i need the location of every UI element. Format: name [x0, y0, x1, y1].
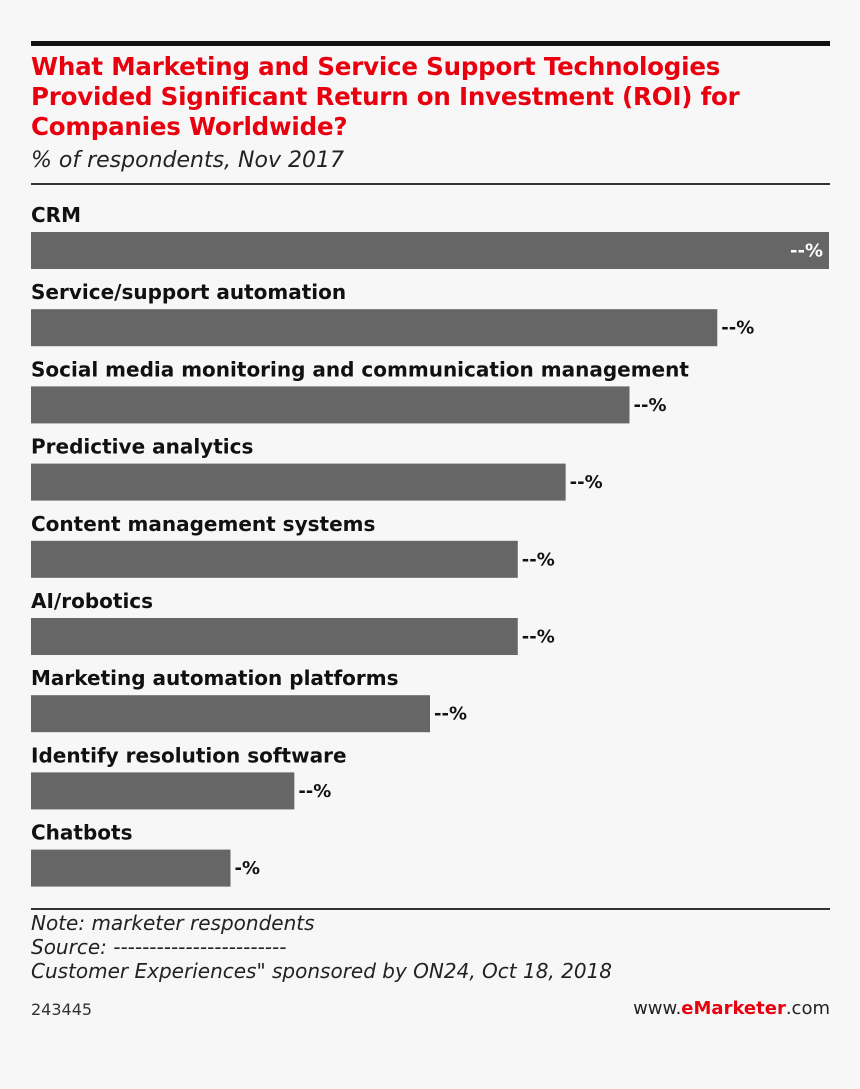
- category-label: AI/robotics: [31, 589, 153, 613]
- value-label: --%: [434, 704, 467, 725]
- category-label: Chatbots: [31, 821, 133, 845]
- value-label: --%: [634, 395, 667, 416]
- bar: [31, 540, 518, 578]
- category-label: CRM: [31, 203, 81, 227]
- chart-title: What Marketing and Service Support Techn…: [31, 52, 740, 141]
- value-label: --%: [522, 627, 555, 648]
- bar: [31, 386, 630, 424]
- value-label: --%: [570, 472, 603, 493]
- brand-link[interactable]: www.eMarketer.com: [633, 998, 830, 1019]
- bar: [31, 232, 829, 269]
- footnotes: Note: marketer respondents Source: -----…: [31, 911, 612, 983]
- value-label: -%: [235, 858, 261, 879]
- bar: [31, 309, 718, 347]
- category-label: Service/support automation: [31, 280, 346, 304]
- source-text: Source: ------------------------: [31, 935, 287, 959]
- category-label: Marketing automation platforms: [31, 666, 399, 690]
- bar: [31, 695, 430, 733]
- header-divider: [31, 183, 830, 185]
- category-label: Predictive analytics: [31, 435, 253, 459]
- footer-divider: [31, 908, 830, 910]
- brand-prefix: www.: [633, 998, 682, 1019]
- bar: [31, 849, 231, 887]
- value-label: --%: [298, 781, 331, 802]
- source-detail-text: Customer Experiences" sponsored by ON24,…: [31, 959, 613, 983]
- chart-id: 243445: [31, 1000, 93, 1019]
- brand-suffix: .com: [785, 998, 830, 1019]
- bar: [31, 772, 295, 810]
- value-label: --%: [790, 241, 823, 262]
- brand-name: eMarketer: [681, 998, 786, 1019]
- value-label: --%: [522, 549, 555, 570]
- category-label: Identify resolution software: [31, 743, 347, 767]
- top-rule: [31, 41, 830, 46]
- note-text: Note: marketer respondents: [31, 911, 315, 935]
- bar: [31, 463, 566, 501]
- bar: [31, 618, 518, 655]
- category-label: Content management systems: [31, 512, 375, 536]
- chart-subtitle: % of respondents, Nov 2017: [31, 148, 344, 173]
- value-label: --%: [721, 318, 754, 339]
- category-label: Social media monitoring and communicatio…: [31, 357, 689, 381]
